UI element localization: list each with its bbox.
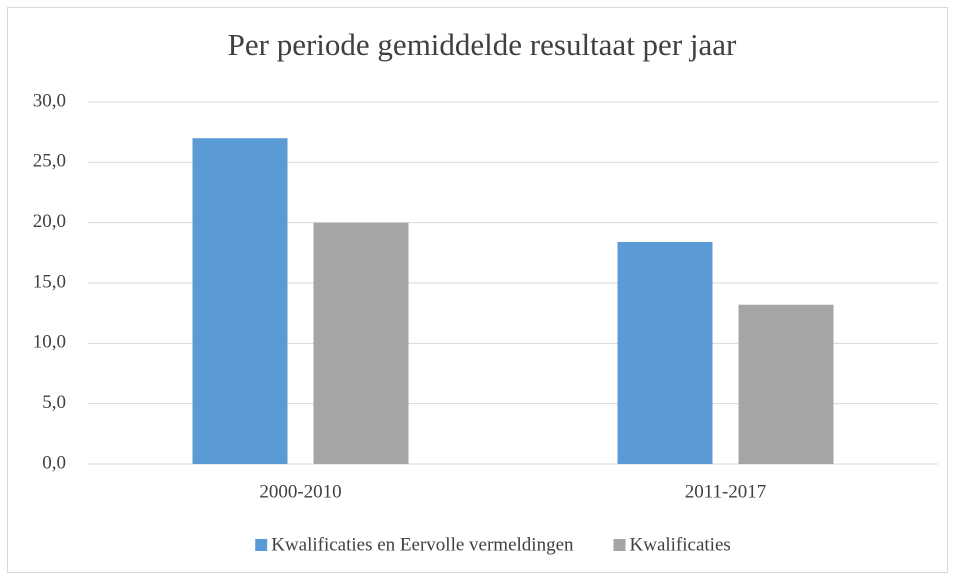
chart-title: Per periode gemiddelde resultaat per jaa… [228,27,737,62]
y-tick-label: 30,0 [33,90,66,111]
y-tick-label: 0,0 [42,452,66,473]
bar [617,241,713,464]
legend-label: Kwalificaties [630,534,731,555]
y-tick-label: 25,0 [33,151,66,172]
y-tick-label: 10,0 [33,332,66,353]
legend-label: Kwalificaties en Eervolle vermeldingen [271,534,574,555]
bar [738,304,834,464]
legend-swatch [255,539,268,551]
legend-swatch [613,539,626,551]
bar [192,138,288,464]
bar [313,222,409,464]
chart-border [7,7,948,573]
x-tick-label: 2011-2017 [685,481,767,502]
y-tick-label: 15,0 [33,271,66,292]
y-tick-label: 20,0 [33,211,66,232]
y-tick-label: 5,0 [42,392,66,413]
x-tick-label: 2000-2010 [259,481,341,502]
